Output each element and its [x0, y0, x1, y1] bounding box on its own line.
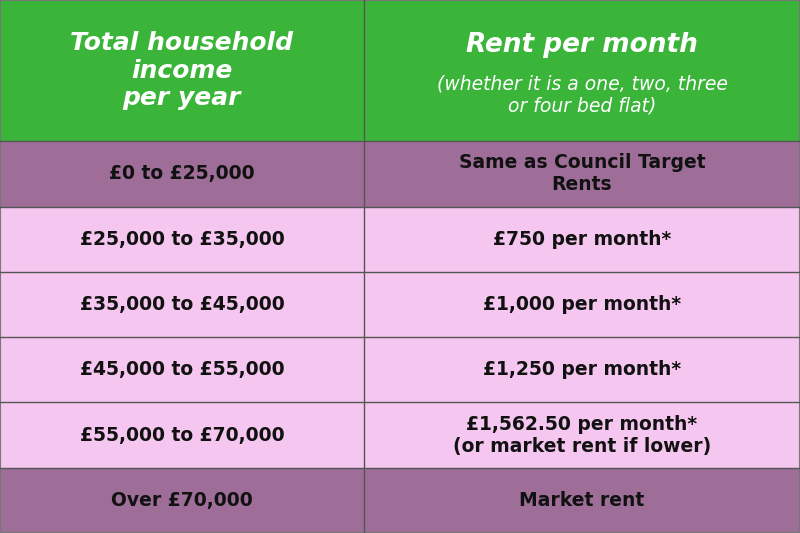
Text: £1,000 per month*: £1,000 per month*	[483, 295, 681, 314]
Bar	[364, 468, 800, 533]
Bar	[364, 402, 800, 468]
Text: £25,000 to £35,000: £25,000 to £35,000	[80, 230, 284, 249]
Bar	[0, 402, 364, 468]
Text: £750 per month*: £750 per month*	[493, 230, 671, 249]
Bar	[364, 141, 800, 206]
Bar	[0, 0, 364, 141]
Text: £45,000 to £55,000: £45,000 to £55,000	[80, 360, 284, 379]
Bar	[364, 272, 800, 337]
Bar	[0, 468, 364, 533]
Text: £35,000 to £45,000: £35,000 to £45,000	[80, 295, 284, 314]
Bar	[0, 337, 364, 402]
Text: Over £70,000: Over £70,000	[111, 491, 253, 510]
Text: £1,562.50 per month*
(or market rent if lower): £1,562.50 per month* (or market rent if …	[453, 415, 711, 456]
Text: £0 to £25,000: £0 to £25,000	[109, 164, 255, 183]
Text: £1,250 per month*: £1,250 per month*	[483, 360, 681, 379]
Bar	[364, 337, 800, 402]
Bar	[0, 272, 364, 337]
Text: Total household
income
per year: Total household income per year	[70, 31, 294, 110]
Text: (whether it is a one, two, three
or four bed flat): (whether it is a one, two, three or four…	[437, 74, 727, 115]
Text: £55,000 to £70,000: £55,000 to £70,000	[80, 425, 284, 445]
Bar	[364, 206, 800, 272]
Text: Market rent: Market rent	[519, 491, 645, 510]
Bar	[364, 0, 800, 141]
Bar	[0, 206, 364, 272]
Text: Rent per month: Rent per month	[466, 32, 698, 58]
Text: Same as Council Target
Rents: Same as Council Target Rents	[458, 154, 706, 195]
Bar	[0, 141, 364, 206]
